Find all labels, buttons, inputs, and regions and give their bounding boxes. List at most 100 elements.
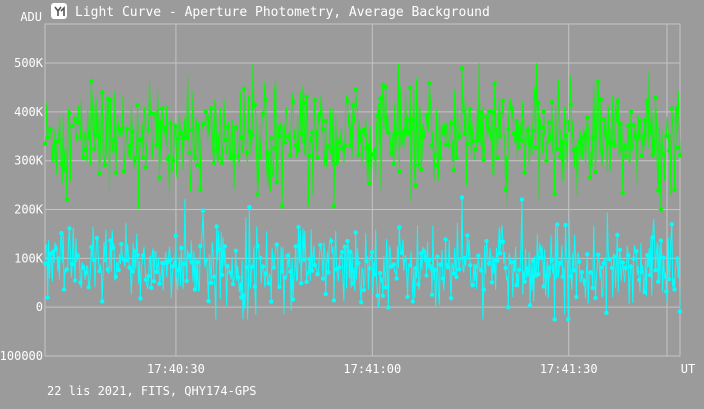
data-point <box>661 152 666 157</box>
data-point <box>506 305 511 310</box>
data-point <box>541 109 546 114</box>
data-point <box>566 317 571 322</box>
data-point <box>399 250 405 256</box>
data-point <box>557 260 563 266</box>
data-point <box>410 117 416 123</box>
data-point <box>230 154 236 159</box>
data-point <box>677 309 683 314</box>
data-point <box>593 169 598 175</box>
data-point <box>130 269 135 274</box>
data-point <box>476 137 481 143</box>
data-point <box>326 144 331 149</box>
data-point <box>350 102 356 108</box>
data-point <box>541 284 546 289</box>
data-point <box>650 152 655 158</box>
data-point <box>356 261 361 266</box>
data-point <box>42 261 48 266</box>
data-point <box>451 271 456 276</box>
data-point <box>135 102 140 108</box>
data-point <box>462 255 467 261</box>
data-point <box>358 300 364 305</box>
data-point <box>391 262 396 267</box>
data-point <box>206 298 211 304</box>
data-point <box>527 303 533 308</box>
x-tick-labels: 17:40:30 17:41:00 17:41:30 <box>147 362 598 376</box>
data-point <box>405 116 410 122</box>
data-point <box>157 281 162 286</box>
data-point <box>462 131 467 136</box>
data-point <box>91 257 97 263</box>
data-point <box>342 244 347 249</box>
data-point <box>596 79 601 84</box>
data-point <box>45 295 50 300</box>
data-point <box>647 124 653 129</box>
data-point <box>435 254 440 259</box>
data-point <box>100 90 105 95</box>
data-point <box>446 265 451 270</box>
data-point <box>582 133 587 138</box>
data-point <box>378 96 383 101</box>
data-point <box>154 269 159 275</box>
data-point <box>375 113 380 118</box>
data-point <box>645 252 650 258</box>
data-point <box>222 137 228 142</box>
data-point <box>190 260 195 265</box>
data-point <box>522 170 527 175</box>
data-point <box>615 232 620 238</box>
data-point <box>500 239 506 244</box>
data-point <box>361 288 367 293</box>
data-point <box>639 153 644 158</box>
data-point <box>140 253 146 258</box>
data-point <box>587 175 593 180</box>
data-point <box>184 135 189 140</box>
data-point <box>402 128 407 133</box>
data-point <box>132 155 138 160</box>
data-point <box>367 181 372 186</box>
data-point <box>656 279 661 284</box>
data-point <box>247 205 252 210</box>
y-tick-label: 400K <box>14 105 44 119</box>
data-point <box>604 134 609 139</box>
data-point <box>590 285 595 291</box>
data-point <box>42 141 48 146</box>
data-point <box>397 169 402 174</box>
data-point <box>489 280 495 285</box>
data-point <box>241 293 247 298</box>
data-point <box>348 143 353 148</box>
data-point <box>127 265 132 270</box>
data-point <box>203 109 208 115</box>
data-point <box>626 123 631 129</box>
data-point <box>269 136 274 141</box>
data-point <box>211 274 217 280</box>
data-point <box>209 106 214 111</box>
data-point <box>288 153 293 158</box>
data-point <box>566 119 571 125</box>
data-point <box>552 191 557 197</box>
data-point <box>620 260 625 265</box>
data-point <box>549 99 555 105</box>
data-point <box>263 271 268 276</box>
grid-lines <box>44 23 681 357</box>
data-point <box>140 155 146 161</box>
data-point <box>555 146 560 151</box>
data-point <box>544 158 549 163</box>
data-point <box>337 139 342 145</box>
light-curve-app-icon[interactable] <box>51 3 67 19</box>
data-point <box>517 144 522 149</box>
data-point <box>457 267 462 272</box>
data-point <box>105 267 110 272</box>
data-point <box>334 161 339 166</box>
data-point <box>307 256 312 262</box>
data-point <box>459 195 465 200</box>
data-point <box>198 187 203 192</box>
data-point <box>296 224 301 230</box>
data-point <box>151 279 157 284</box>
data-point <box>560 139 565 145</box>
data-point <box>647 272 653 278</box>
data-point <box>70 261 75 267</box>
data-point <box>448 120 454 126</box>
data-point <box>606 256 612 262</box>
data-point <box>563 222 568 228</box>
data-point <box>299 131 304 136</box>
data-point <box>97 268 102 274</box>
